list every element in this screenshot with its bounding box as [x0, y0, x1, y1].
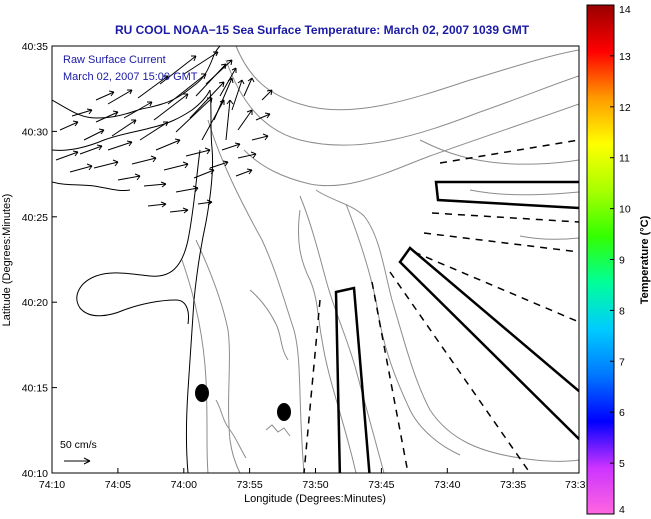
tick-marks — [51, 45, 514, 473]
annotation-line-2: March 02, 2007 15:00 GMT — [63, 71, 198, 83]
colorbar-tick-label: 12 — [619, 102, 631, 114]
scale-label: 50 cm/s — [60, 439, 97, 451]
x-tick-label: 73:45 — [368, 479, 394, 491]
buoy-markers — [195, 384, 291, 421]
outlined-boxes — [334, 180, 579, 473]
y-tick-label: 40:15 — [22, 383, 48, 395]
colorbar-tick-label: 6 — [619, 407, 625, 419]
x-tick-label: 73:3 — [565, 479, 586, 491]
colorbar-tick-label: 7 — [619, 356, 625, 368]
x-tick-label: 74:05 — [105, 479, 131, 491]
x-tick-label: 73:35 — [500, 479, 526, 491]
y-tick-label: 40:35 — [22, 41, 48, 53]
coastline — [52, 46, 221, 473]
colorbar-tick-label: 14 — [619, 4, 631, 16]
colorbar-tick-label: 5 — [619, 458, 625, 470]
bathymetry-contours — [181, 46, 579, 473]
temperature-colorbar: 4 5 6 7 8 9 10 11 12 13 14 Temperature (°C) — [586, 4, 651, 516]
colorbar-tick-label: 10 — [619, 204, 631, 216]
buoy-marker — [277, 403, 291, 421]
x-tick-label: 73:40 — [434, 479, 460, 491]
y-axis-label: Latitude (Degrees:Minutes) — [1, 194, 13, 327]
map-plot-area: Raw Surface Current March 02, 2007 15:00… — [51, 45, 580, 474]
y-tick-label: 40:25 — [22, 212, 48, 224]
x-tick-label: 74:10 — [39, 479, 65, 491]
colorbar-tick-label: 9 — [619, 255, 625, 267]
y-tick-label: 40:30 — [22, 126, 48, 138]
x-tick-label: 73:55 — [236, 479, 262, 491]
box-south — [334, 286, 371, 473]
map-title: RU COOL NOAA−15 Sea Surface Temperature:… — [115, 23, 530, 37]
dashed-guide-lines — [303, 139, 579, 473]
scale-arrow — [64, 457, 91, 465]
y-tick-label: 40:20 — [22, 297, 48, 309]
x-tick-labels: 74:10 74:05 74:00 73:55 73:50 73:45 73:4… — [39, 479, 586, 491]
surface-current-vectors — [55, 51, 273, 214]
x-axis-label: Longitude (Degrees:Minutes) — [244, 493, 386, 505]
colorbar-tick-label: 11 — [619, 153, 630, 165]
y-tick-label: 40:10 — [22, 468, 48, 480]
x-tick-label: 74:00 — [171, 479, 197, 491]
colorbar-tick-label: 4 — [619, 504, 625, 516]
colorbar-gradient — [586, 4, 615, 515]
colorbar-tick-label: 13 — [619, 51, 631, 63]
buoy-marker — [195, 384, 209, 402]
annotation-line-1: Raw Surface Current — [63, 54, 166, 66]
colorbar-title: Temperature (°C) — [639, 215, 651, 304]
box-southeast — [398, 246, 579, 441]
colorbar-tick-label: 8 — [619, 305, 625, 317]
box-east — [434, 180, 579, 210]
y-tick-labels: 40:35 40:30 40:25 40:20 40:15 40:10 — [22, 41, 48, 480]
x-tick-label: 73:50 — [302, 479, 328, 491]
